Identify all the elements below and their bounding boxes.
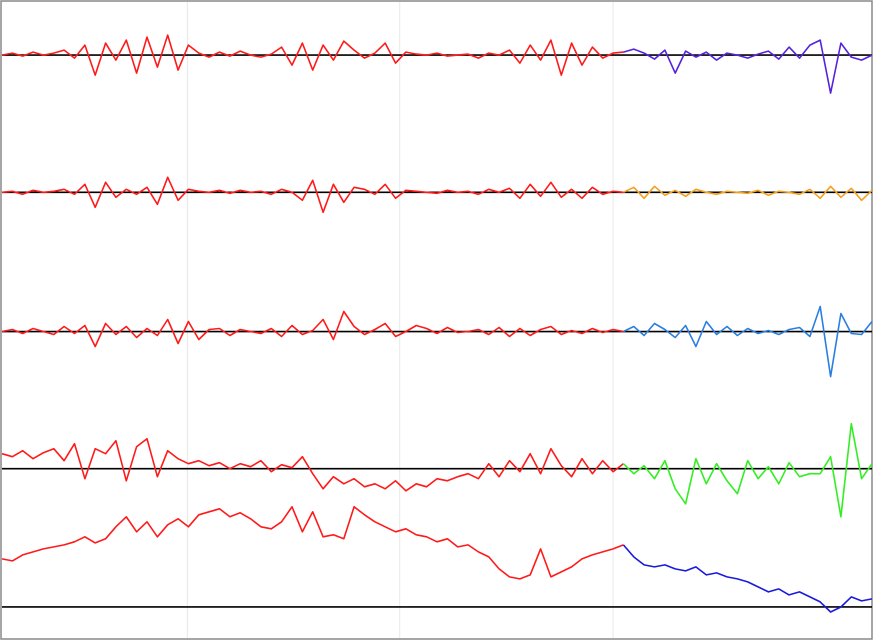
signal-line: [1, 437, 624, 492]
signal-line: [1, 506, 624, 580]
signal-line: [623, 39, 873, 94]
signal-line: [623, 185, 873, 202]
signal-line: [1, 34, 624, 76]
signal-line: [1, 176, 624, 214]
signal-line: [1, 310, 624, 348]
signal-line: [622, 422, 873, 518]
signal-line: [623, 305, 873, 378]
signal-line: [622, 544, 873, 613]
